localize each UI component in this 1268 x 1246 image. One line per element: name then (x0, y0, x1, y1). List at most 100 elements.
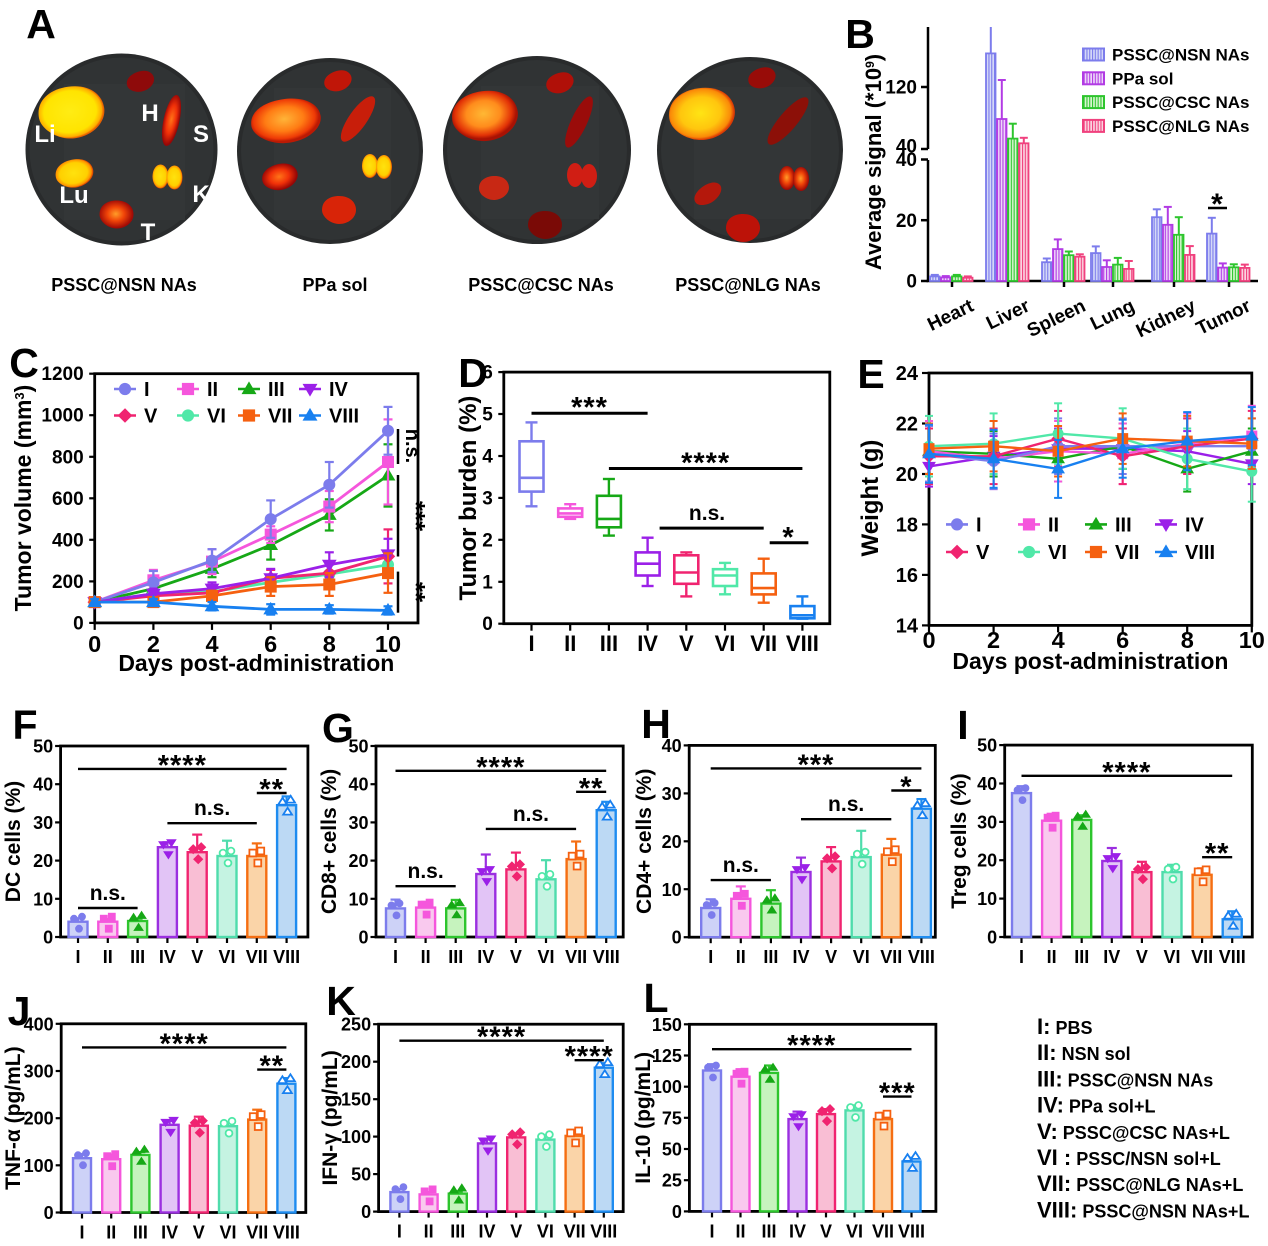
svg-text:****: **** (476, 752, 525, 784)
svg-text:VI: VI (219, 1223, 236, 1243)
svg-text:III: III (133, 1223, 148, 1243)
svg-text:H: H (141, 100, 158, 127)
svg-text:400: 400 (52, 530, 84, 551)
svg-text:I: I (957, 702, 968, 748)
svg-text:VIII: PSSC@NSN NAs+L: VIII: PSSC@NSN NAs+L (1037, 1197, 1249, 1222)
svg-text:150: 150 (341, 1090, 371, 1110)
svg-text:0: 0 (482, 614, 493, 635)
svg-text:10: 10 (348, 889, 368, 909)
svg-text:16: 16 (896, 565, 918, 587)
svg-text:30: 30 (977, 812, 997, 832)
svg-text:100: 100 (652, 1077, 682, 1097)
svg-text:50: 50 (33, 737, 53, 757)
svg-text:VII: PSSC@NLG NAs+L: VII: PSSC@NLG NAs+L (1037, 1171, 1243, 1196)
svg-text:10: 10 (375, 631, 401, 657)
svg-text:PPa sol: PPa sol (1112, 69, 1173, 88)
svg-text:40: 40 (348, 775, 368, 795)
svg-text:II: II (106, 1223, 116, 1243)
svg-text:4: 4 (482, 446, 493, 467)
svg-text:II: II (103, 947, 113, 967)
svg-text:1200: 1200 (41, 364, 83, 385)
svg-text:100: 100 (24, 1156, 54, 1176)
svg-text:III: III (1115, 514, 1132, 536)
svg-text:30: 30 (662, 784, 682, 804)
svg-text:II: II (1048, 514, 1059, 536)
svg-text:n.s.: n.s. (408, 860, 444, 883)
svg-text:6: 6 (1116, 627, 1129, 653)
svg-text:100: 100 (341, 1127, 371, 1147)
svg-text:K: K (326, 978, 356, 1024)
svg-text:8: 8 (323, 631, 336, 657)
svg-text:V: V (193, 1223, 205, 1243)
svg-text:n.s.: n.s. (723, 854, 759, 877)
svg-text:VIII: VIII (593, 947, 620, 967)
svg-text:III: III (1074, 947, 1089, 967)
svg-text:0: 0 (44, 1203, 54, 1223)
svg-text:PSSC@NSN NAs: PSSC@NSN NAs (1112, 46, 1250, 65)
svg-text:***: *** (879, 1078, 916, 1110)
svg-text:10: 10 (977, 889, 997, 909)
svg-text:II: II (1047, 947, 1057, 967)
svg-text:VIII: VIII (908, 947, 935, 967)
svg-text:II: II (207, 379, 218, 401)
svg-text:VIII: VIII (786, 631, 819, 656)
svg-text:III: III (130, 947, 145, 967)
svg-text:IV: IV (637, 631, 658, 656)
svg-text:PSSC@NLG NAs: PSSC@NLG NAs (1112, 117, 1250, 136)
svg-text:VIII: VIII (329, 406, 359, 428)
svg-text:III: III (268, 379, 285, 401)
svg-text:1: 1 (482, 572, 493, 593)
svg-text:C: C (9, 340, 39, 386)
svg-text:DC cells (%): DC cells (%) (2, 781, 25, 902)
svg-text:VII: VII (1191, 947, 1213, 967)
svg-text:4: 4 (205, 631, 218, 657)
svg-text:II: II (421, 947, 431, 967)
svg-text:400: 400 (24, 1014, 54, 1034)
svg-text:IV: IV (159, 947, 176, 967)
svg-text:***: *** (401, 501, 431, 532)
svg-text:**: ** (259, 774, 284, 806)
svg-text:V: V (510, 947, 522, 967)
svg-text:****: **** (158, 750, 207, 782)
svg-text:0: 0 (672, 1202, 682, 1222)
svg-text:0: 0 (906, 272, 917, 293)
svg-text:PSSC@NLG NAs: PSSC@NLG NAs (675, 275, 821, 295)
svg-text:I: I (708, 947, 713, 967)
svg-text:I: I (79, 1223, 84, 1243)
svg-text:22: 22 (896, 413, 918, 435)
svg-text:I: I (976, 514, 982, 536)
svg-text:0: 0 (43, 928, 53, 948)
svg-text:V: V (144, 406, 158, 428)
svg-text:40: 40 (896, 137, 917, 158)
svg-text:40: 40 (662, 736, 682, 756)
svg-text:0: 0 (987, 928, 997, 948)
svg-text:Li: Li (34, 121, 55, 148)
svg-text:VIII: VIII (1185, 542, 1215, 564)
svg-text:800: 800 (52, 447, 84, 468)
svg-text:50: 50 (977, 736, 997, 756)
svg-text:40: 40 (896, 150, 917, 171)
svg-text:**: ** (579, 773, 604, 805)
svg-text:****: **** (1102, 757, 1151, 789)
svg-text:VI: VI (846, 1221, 863, 1241)
svg-text:*: * (900, 771, 912, 803)
svg-text:0: 0 (358, 928, 368, 948)
svg-text:Treg cells (%): Treg cells (%) (948, 773, 971, 908)
svg-text:****: **** (160, 1028, 209, 1060)
svg-text:VII: VII (246, 1223, 268, 1243)
svg-text:H: H (641, 701, 671, 747)
svg-text:50: 50 (351, 1165, 371, 1185)
svg-text:I: I (144, 379, 150, 401)
svg-text:****: **** (477, 1022, 526, 1054)
svg-text:IV: IV (1103, 947, 1120, 967)
svg-text:Weight (g): Weight (g) (857, 440, 884, 557)
svg-text:VIII: VIII (1219, 947, 1246, 967)
svg-text:Average signal (*109): Average signal (*109) (861, 54, 886, 270)
svg-text:***: *** (571, 392, 608, 424)
svg-text:VI: VI (1163, 947, 1180, 967)
svg-text:0: 0 (88, 631, 101, 657)
svg-text:A: A (26, 1, 56, 47)
svg-text:VI: VI (853, 947, 870, 967)
svg-text:Tumor burden (%): Tumor burden (%) (455, 396, 482, 601)
svg-text:Days post-administration: Days post-administration (952, 648, 1228, 674)
